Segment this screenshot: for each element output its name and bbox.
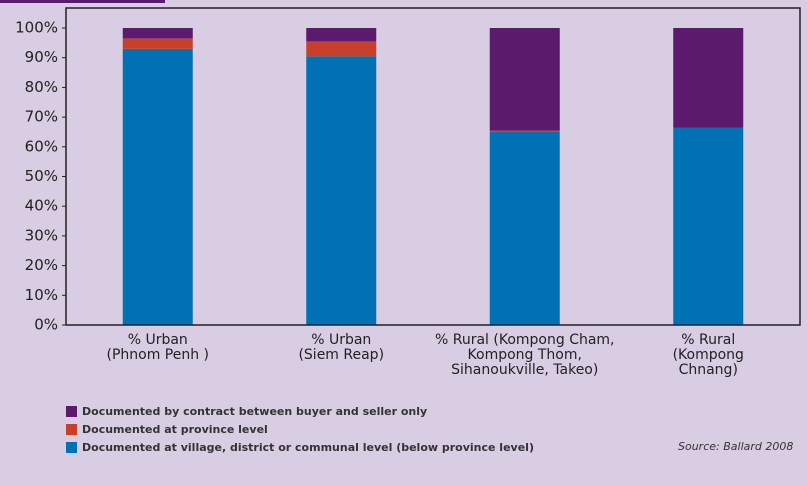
- legend-label: Documented by contract between buyer and…: [82, 405, 428, 418]
- plot-frame: [65, 7, 801, 326]
- y-tick-label: 30%: [25, 226, 58, 244]
- x-tick-label: % Urban (Siem Reap): [298, 332, 385, 363]
- bar-segment: [122, 28, 193, 39]
- legend-label: Documented at village, district or commu…: [82, 441, 534, 454]
- y-tick-label: 70%: [25, 108, 58, 126]
- x-tick-label: % Urban (Phnom Penh ): [106, 332, 210, 363]
- source: Source: Ballard 2008: [678, 440, 794, 453]
- legend-swatch: [66, 424, 77, 435]
- y-tick-label: 40%: [25, 197, 58, 215]
- bar-segment: [489, 131, 560, 325]
- y-tick-label: 20%: [25, 256, 58, 274]
- top-strip: [0, 0, 165, 3]
- y-tick-label: 0%: [34, 316, 58, 334]
- x-tick-label: % Rural (Kompong Chnang): [672, 332, 744, 378]
- bar-segment: [489, 130, 560, 132]
- bar-segment: [306, 28, 377, 42]
- y-tick-label: 80%: [25, 78, 58, 96]
- y-tick-label: 60%: [25, 137, 58, 155]
- bar-segment: [673, 28, 744, 128]
- x-tick-label: % Rural (Kompong Cham, Kompong Thom, Sih…: [434, 332, 615, 378]
- legend-item: Documented at village, district or commu…: [66, 441, 534, 454]
- y-tick-label: 100%: [15, 19, 58, 37]
- bar-segment: [489, 28, 560, 131]
- y-tick-label: 10%: [25, 286, 58, 304]
- legend-swatch: [66, 406, 77, 417]
- y-tick-label: 90%: [25, 48, 58, 66]
- legend-label: Documented at province level: [82, 423, 268, 436]
- bar-segment: [122, 48, 193, 325]
- bar-segment: [122, 38, 193, 49]
- bar-segment: [306, 56, 377, 326]
- legend-swatch: [66, 442, 77, 453]
- bar-segment: [306, 41, 377, 57]
- legend-item: Documented at province level: [66, 423, 268, 436]
- bar-segment: [673, 127, 744, 326]
- y-tick-label: 50%: [25, 167, 58, 185]
- legend-item: Documented by contract between buyer and…: [66, 405, 427, 418]
